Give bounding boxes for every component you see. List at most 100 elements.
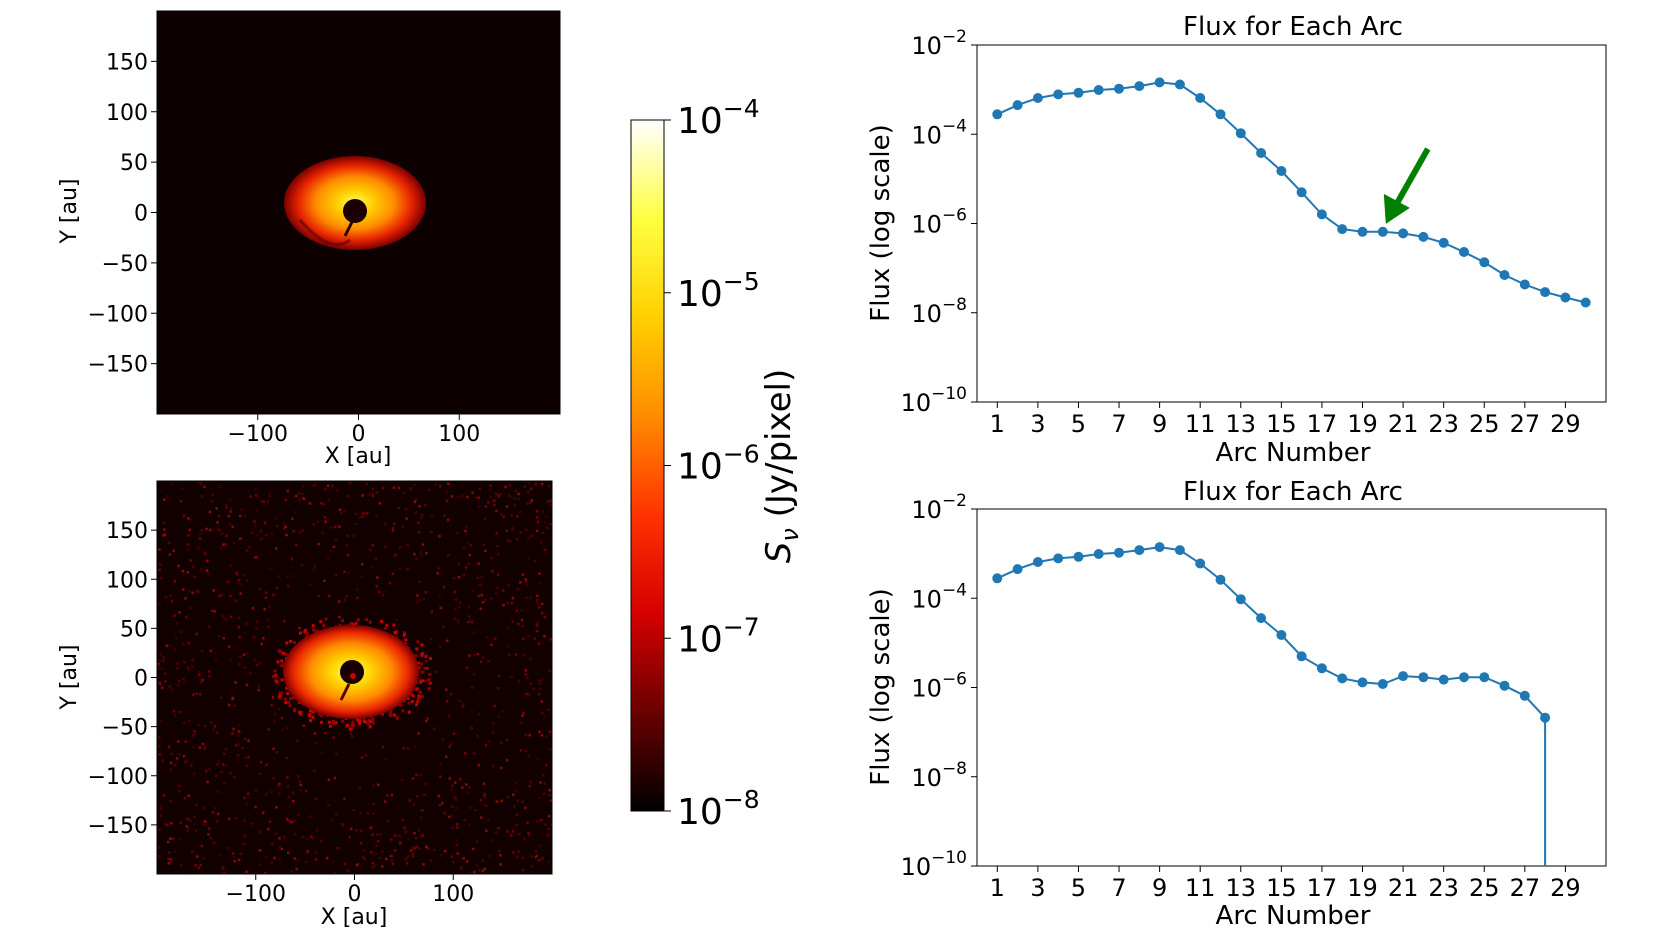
heatmap-0-ytick-label: 150 [106,50,148,75]
noise-speckle [530,855,534,858]
line-chart-4-ytick-label: 10−4 [911,580,967,613]
noise-speckle [402,491,406,495]
noise-speckle [179,630,183,634]
noise-speckle [314,482,317,485]
noise-speckle [276,784,280,788]
noise-speckle [237,730,241,733]
noise-speckle [248,546,251,549]
disk-edge-speckle [416,697,420,701]
noise-speckle [536,594,539,598]
noise-speckle [161,659,165,663]
noise-speckle [393,849,397,852]
heatmap-top-ticks: −100 0 100 150 100 50 0 −50 −100 −150 [88,50,481,447]
noise-speckle [243,819,246,822]
noise-speckle [190,764,193,767]
noise-speckle [439,775,442,778]
noise-speckle [505,759,509,762]
noise-speckle [529,780,532,783]
noise-speckle [411,777,415,780]
noise-speckle [288,819,292,823]
noise-speckle [191,850,194,854]
noise-speckle [348,481,352,485]
noise-speckle [434,483,437,486]
heatmap-0-xtick-label: −100 [228,422,288,447]
line-chart-4-xtick-label: 9 [1152,874,1167,902]
noise-speckle [187,794,190,798]
noise-speckle [214,774,218,777]
noise-speckle [245,764,248,768]
noise-speckle [245,622,248,625]
noise-speckle [391,529,395,532]
noise-speckle [422,597,426,601]
noise-speckle [184,761,187,764]
noise-speckle [255,664,258,667]
colorbar-tick-exp: −7 [723,612,760,641]
noise-speckle [320,840,323,843]
noise-speckle [517,680,520,683]
noise-speckle [465,532,469,535]
noise-speckle [224,618,228,621]
noise-speckle [521,856,525,860]
noise-speckle [176,662,179,665]
noise-speckle [239,655,242,659]
green-arrow-head [1383,193,1410,224]
noise-speckle [500,799,503,803]
noise-speckle [381,745,385,748]
disk-bottom-streak [339,683,351,701]
noise-speckle [549,522,552,526]
noise-speckle [483,517,487,521]
noise-speckle [171,837,175,840]
noise-speckle [203,745,207,748]
noise-speckle [526,583,529,587]
noise-speckle [220,696,223,699]
noise-speckle [258,587,262,591]
line-chart-4-xtick-label: 7 [1111,874,1126,902]
noise-speckle [259,761,263,764]
disk-edge-speckle [407,701,411,705]
noise-speckle [422,863,425,866]
disk-edge-speckle [356,618,360,622]
colorbar-tick-exp: −6 [723,440,760,469]
noise-speckle [514,653,518,656]
noise-speckle [468,618,472,621]
noise-speckle [326,484,330,487]
noise-speckle [377,783,380,786]
noise-speckle [534,483,537,486]
noise-speckle [245,549,249,552]
noise-speckle [227,514,231,518]
noise-speckle [424,591,428,594]
noise-speckle [527,693,531,696]
line-chart-3-xtick-label: 17 [1307,410,1338,438]
noise-speckle [463,818,467,822]
noise-speckle [470,686,474,689]
noise-speckle [161,759,164,762]
noise-speckle [544,823,547,826]
noise-speckle [273,713,277,716]
noise-speckle [406,747,409,750]
disk-edge-speckle [348,623,352,627]
noise-speckle [510,514,513,517]
noise-speckle [527,832,530,835]
disk-edge-speckle [298,710,301,714]
noise-speckle [332,545,336,549]
noise-speckle [167,857,170,860]
noise-speckle [266,500,269,503]
noise-speckle [375,491,379,494]
noise-speckle [527,634,530,638]
noise-speckle [370,850,373,854]
colorbar-tick-label: 10−4 [677,94,760,142]
noise-speckle [298,626,301,630]
disk-edge-speckle [417,666,421,670]
noise-speckle [441,625,445,628]
noise-speckle [183,660,186,664]
noise-speckle [165,644,169,648]
line-chart-3-point-arc-11 [1195,93,1206,103]
disk-edge-speckle [320,720,323,724]
noise-speckle [521,573,525,576]
heatmap-0-ytick-label: −150 [88,353,148,378]
disk-edge-speckle [341,720,345,723]
noise-speckle [260,537,263,541]
noise-speckle [547,500,550,503]
noise-speckle [481,859,484,862]
noise-speckle [483,782,486,785]
